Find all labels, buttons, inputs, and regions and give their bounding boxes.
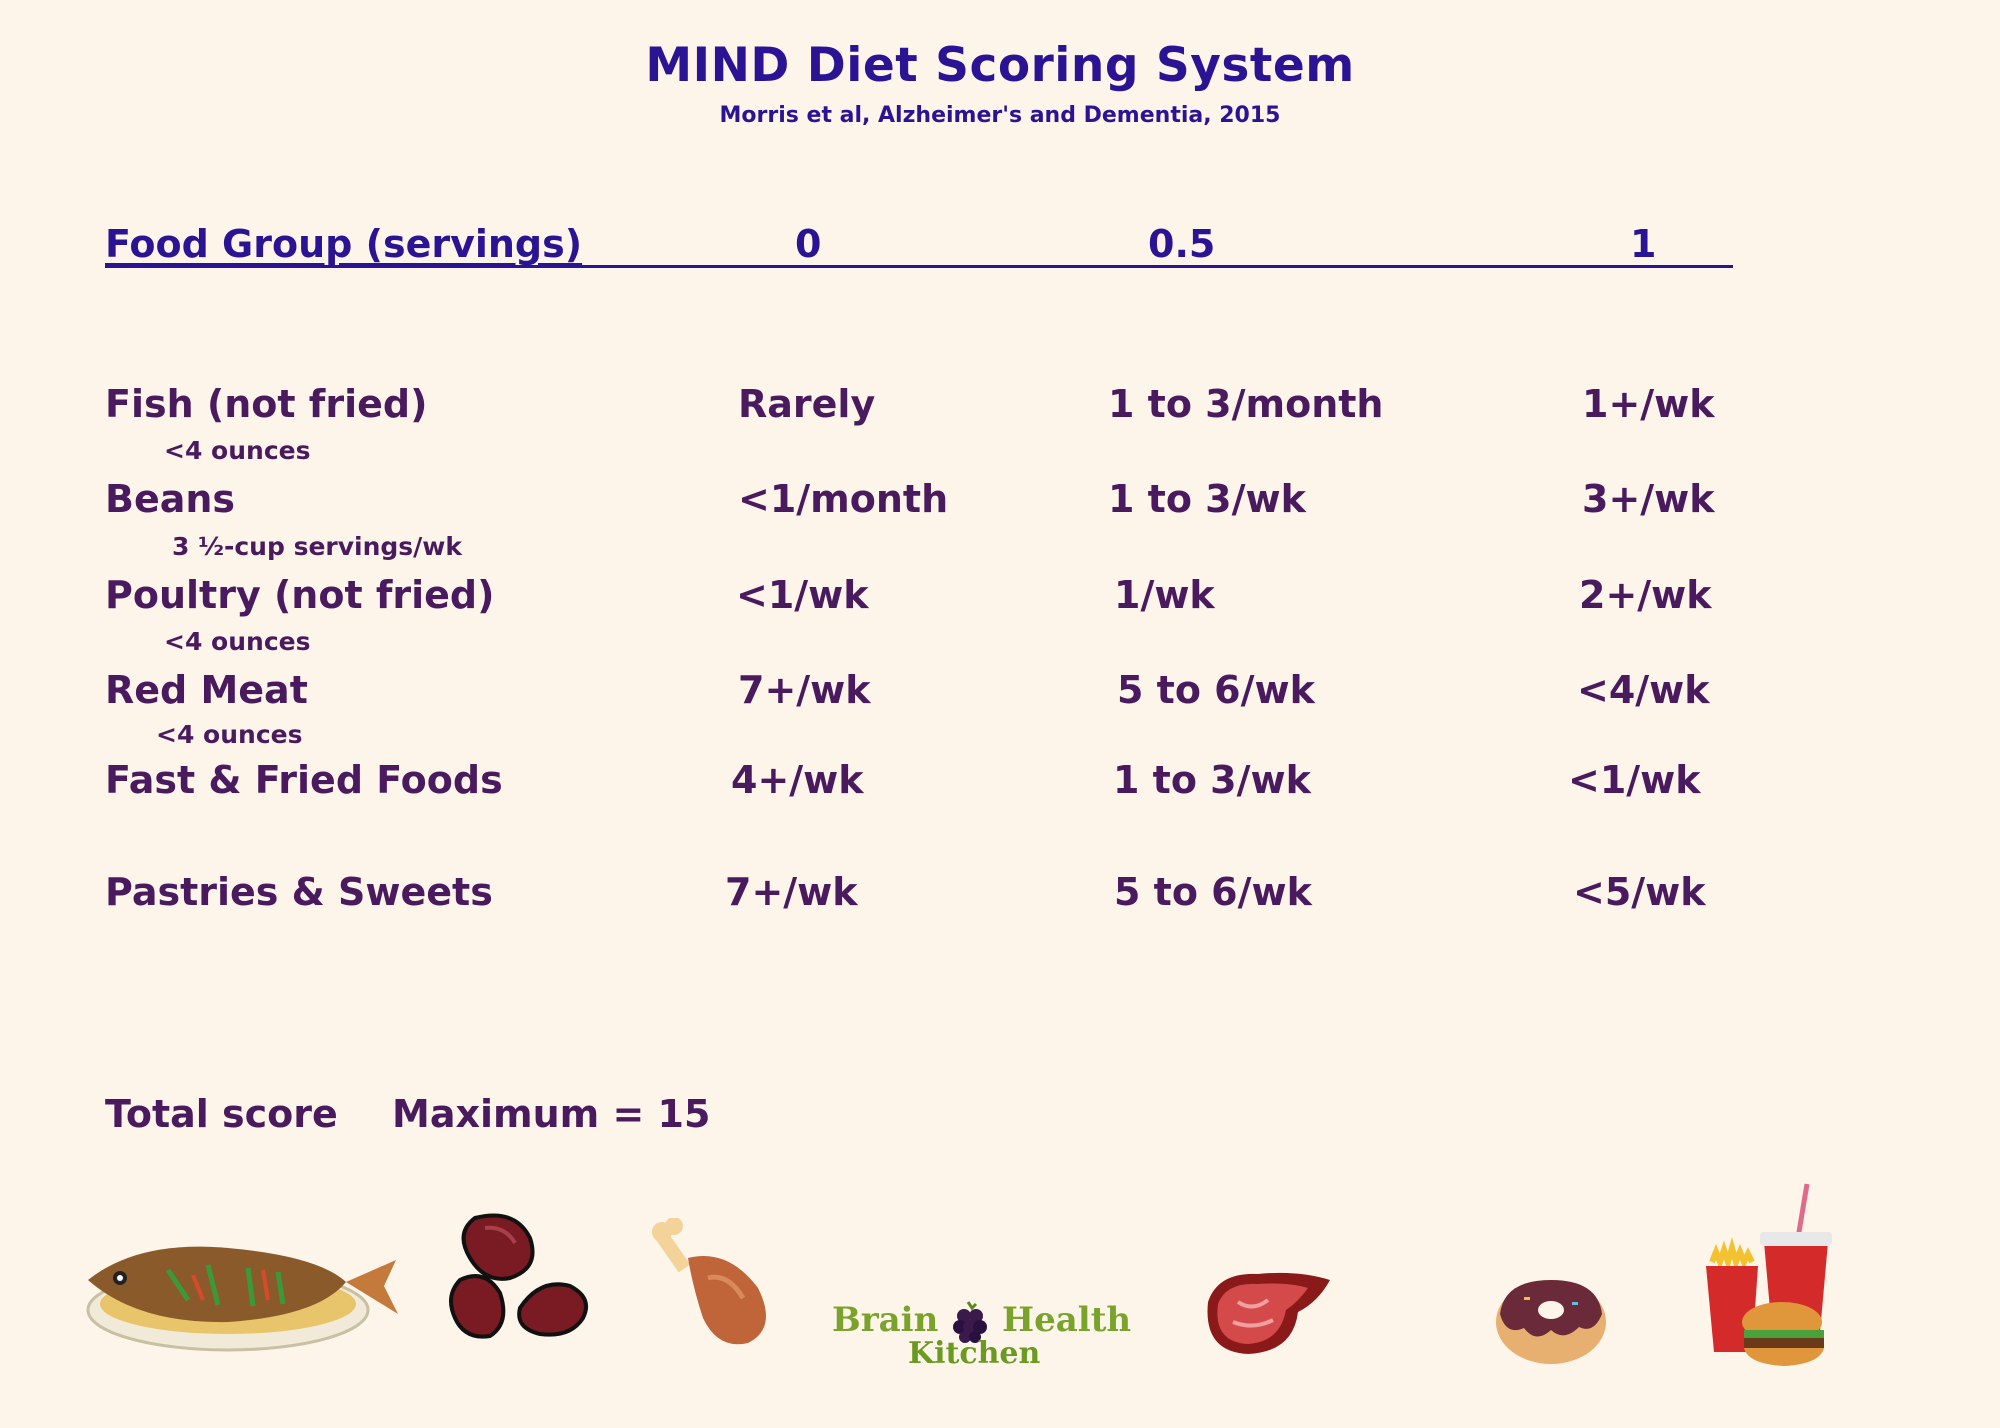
row-note-beans: 3 ½-cup servings/wk xyxy=(172,532,463,561)
poultry-icon xyxy=(652,1218,766,1345)
cell-red-meat-1: <4/wk xyxy=(1577,668,1710,712)
column-header-score-0-5: 0.5 xyxy=(1148,222,1216,266)
cell-beans-0-5: 1 to 3/wk xyxy=(1108,477,1306,521)
cell-pastries-1: <5/wk xyxy=(1573,870,1706,914)
cell-red-meat-0: 7+/wk xyxy=(738,668,871,712)
cell-fast-fried-1: <1/wk xyxy=(1568,758,1701,802)
blackberry-icon xyxy=(950,1300,990,1344)
cell-beans-1: 3+/wk xyxy=(1582,477,1715,521)
logo-text-brain: Brain xyxy=(832,1300,939,1340)
cell-poultry-0: <1/wk xyxy=(736,573,869,617)
cell-fish-0-5: 1 to 3/month xyxy=(1108,382,1384,426)
donut-icon xyxy=(1496,1280,1606,1364)
cell-red-meat-0-5: 5 to 6/wk xyxy=(1117,668,1315,712)
row-label-red-meat: Red Meat xyxy=(105,668,308,712)
fast-food-icon xyxy=(1706,1183,1832,1366)
row-note-fish: <4 ounces xyxy=(164,436,311,465)
row-label-fish: Fish (not fried) xyxy=(105,382,428,426)
row-note-red-meat: <4 ounces xyxy=(156,720,303,749)
logo-text-health: Health xyxy=(1002,1300,1132,1340)
cell-pastries-0-5: 5 to 6/wk xyxy=(1114,870,1312,914)
beans-icon xyxy=(449,1213,588,1339)
logo-text-kitchen: Kitchen xyxy=(908,1336,1041,1371)
cell-poultry-1: 2+/wk xyxy=(1579,573,1712,617)
total-score-label: Total score xyxy=(105,1092,338,1136)
cell-fast-fried-0: 4+/wk xyxy=(731,758,864,802)
header-underline xyxy=(105,265,1733,268)
row-label-poultry: Poultry (not fried) xyxy=(105,573,495,617)
row-note-poultry: <4 ounces xyxy=(164,627,311,656)
page-title: MIND Diet Scoring System xyxy=(645,38,1355,93)
cell-fish-0: Rarely xyxy=(738,382,876,426)
column-header-food-group: Food Group (servings) xyxy=(105,222,583,266)
cell-beans-0: <1/month xyxy=(738,477,949,521)
citation: Morris et al, Alzheimer's and Dementia, … xyxy=(719,103,1281,128)
cell-poultry-0-5: 1/wk xyxy=(1114,573,1215,617)
row-label-beans: Beans xyxy=(105,477,236,521)
row-label-pastries-sweets: Pastries & Sweets xyxy=(105,870,493,914)
cell-fish-1: 1+/wk xyxy=(1582,382,1715,426)
red-meat-icon xyxy=(1207,1272,1330,1354)
row-label-fast-fried-foods: Fast & Fried Foods xyxy=(105,758,503,802)
cell-pastries-0: 7+/wk xyxy=(725,870,858,914)
maximum-score: Maximum = 15 xyxy=(392,1092,711,1136)
cell-fast-fried-0-5: 1 to 3/wk xyxy=(1113,758,1311,802)
fish-icon xyxy=(86,1246,398,1352)
column-header-score-0: 0 xyxy=(795,222,822,266)
column-header-score-1: 1 xyxy=(1630,222,1657,266)
